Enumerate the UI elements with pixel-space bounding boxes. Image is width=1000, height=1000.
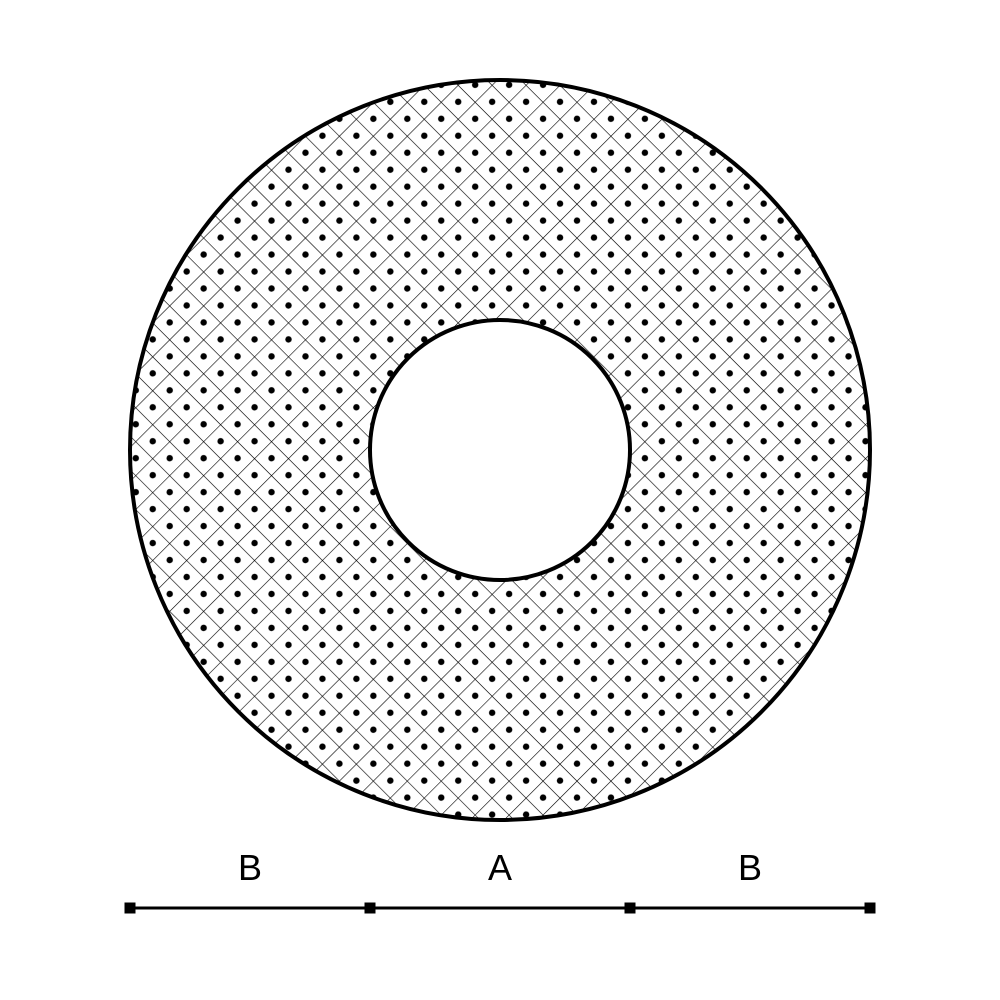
dimension-tick (125, 903, 136, 914)
dimension-label-a: A (488, 847, 512, 888)
dimension-label-b-right: B (738, 847, 762, 888)
dimension-tick (365, 903, 376, 914)
cross-section-diagram: B A B (0, 0, 1000, 1000)
dimension-tick (865, 903, 876, 914)
dimension-label-b-left: B (238, 847, 262, 888)
dimension-tick (625, 903, 636, 914)
